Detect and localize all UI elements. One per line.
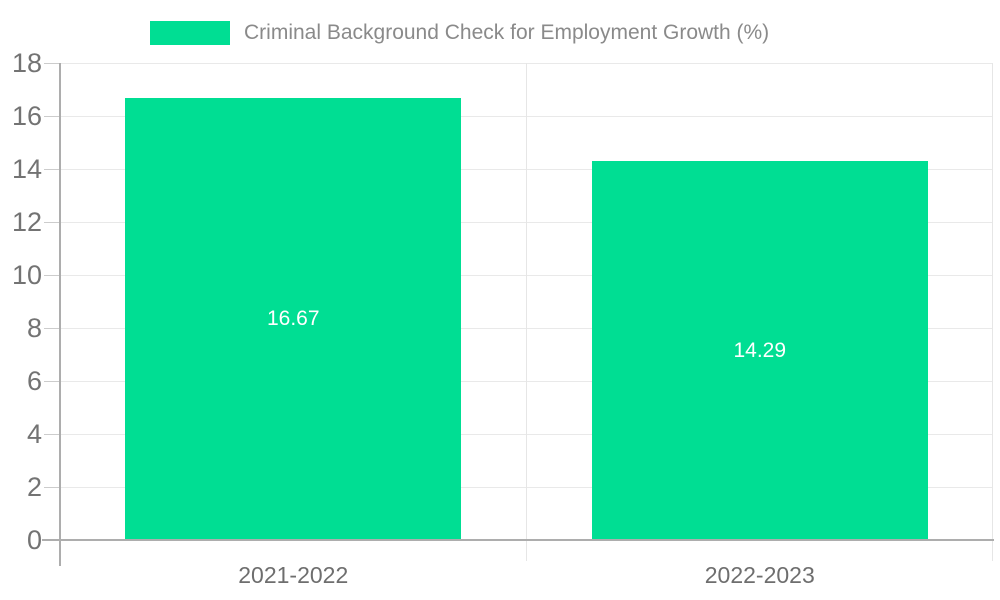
y-tick-label: 10 xyxy=(11,260,42,290)
y-tick-label: 14 xyxy=(11,154,42,184)
y-tick-mark xyxy=(44,487,60,488)
bar-value-label: 16.67 xyxy=(266,307,320,331)
bar-value-label: 14.29 xyxy=(733,338,787,362)
x-axis-line xyxy=(42,539,994,541)
y-tick-label: 6 xyxy=(26,366,42,396)
x-category-label: 2021-2022 xyxy=(238,562,349,588)
x-category-label: 2022-2023 xyxy=(704,562,815,588)
bar-2022-2023 xyxy=(592,161,928,540)
category-boundary-line xyxy=(526,63,527,561)
y-tick-label: 18 xyxy=(11,48,42,78)
y-tick-mark xyxy=(44,222,60,223)
y-tick-mark xyxy=(44,328,60,329)
y-tick-mark xyxy=(44,63,60,64)
y-tick-mark xyxy=(44,381,60,382)
y-tick-label: 0 xyxy=(26,525,42,555)
y-tick-mark xyxy=(44,434,60,435)
y-tick-label: 2 xyxy=(26,472,42,502)
y-tick-mark xyxy=(44,275,60,276)
y-tick-label: 16 xyxy=(11,101,42,131)
bar-2021-2022 xyxy=(125,98,461,540)
y-tick-label: 4 xyxy=(26,419,42,449)
legend-swatch xyxy=(150,20,230,45)
legend-label: Criminal Background Check for Employment… xyxy=(244,20,770,44)
y-tick-mark xyxy=(44,116,60,117)
plot-area: 16.67 14.29 xyxy=(60,62,993,561)
y-tick-mark xyxy=(44,169,60,170)
plot-right-border xyxy=(992,63,993,561)
y-tick-label: 8 xyxy=(26,313,42,343)
y-axis-line xyxy=(59,63,61,566)
legend: Criminal Background Check for Employment… xyxy=(150,20,769,45)
y-tick-label: 12 xyxy=(11,207,42,237)
